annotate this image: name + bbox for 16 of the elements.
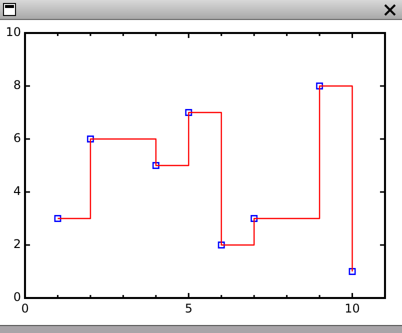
point	[185, 109, 192, 116]
y-tick-label: 2	[13, 237, 21, 252]
point	[316, 82, 324, 90]
point	[152, 162, 160, 169]
point	[348, 268, 356, 275]
y-tick-label: 6	[13, 131, 21, 146]
point	[86, 136, 94, 142]
point	[54, 215, 62, 222]
point	[218, 242, 225, 248]
y-tick-label: 10	[6, 25, 21, 40]
x-tick-label: 10	[344, 301, 360, 316]
y-tick-label: 0	[13, 290, 21, 304]
point	[250, 215, 258, 222]
y-tick-label: 8	[13, 78, 21, 92]
x-tick-label: 5	[184, 301, 192, 316]
y-tick-label: 4	[13, 184, 21, 198]
